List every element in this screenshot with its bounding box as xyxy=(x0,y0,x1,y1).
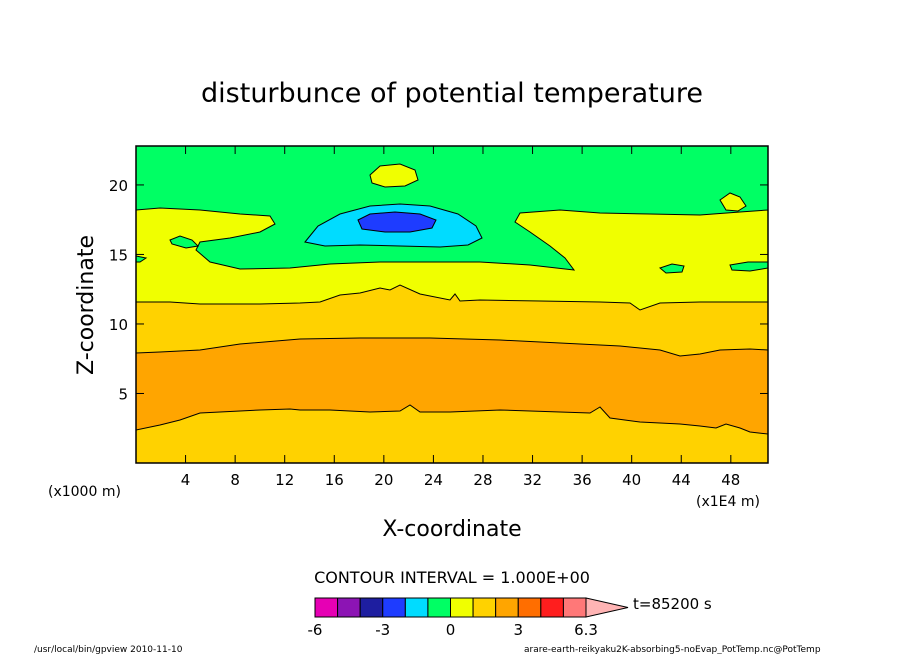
colorbar-swatch-9 xyxy=(517,597,542,618)
x-tick-label-28: 28 xyxy=(473,471,492,489)
band-green-island-right xyxy=(729,261,768,272)
colorbar-swatch-0 xyxy=(314,597,339,618)
y-tick-label-15: 15 xyxy=(109,246,128,264)
x-axis-label: X-coordinate xyxy=(382,517,521,542)
colorbar-label--3: -3 xyxy=(375,621,390,639)
colorbar-swatch-10 xyxy=(540,597,564,618)
band-blue xyxy=(357,211,437,233)
y-tick-label-20: 20 xyxy=(109,177,128,195)
x-tick-label-4: 4 xyxy=(181,471,191,489)
colorbar-label-3: 3 xyxy=(513,621,523,639)
time-label: t=85200 s xyxy=(633,595,712,613)
colorbar-label-6.3: 6.3 xyxy=(574,621,598,639)
x-tick-label-44: 44 xyxy=(672,471,691,489)
colorbar-swatch-6 xyxy=(450,597,474,618)
y-axis-label: Z-coordinate xyxy=(74,235,99,375)
colorbar-swatch-7 xyxy=(472,597,497,618)
colorbar-label--6: -6 xyxy=(308,621,323,639)
y-tick-label-5: 5 xyxy=(118,385,128,403)
colorbar: -6 -3 0 3 6.3 xyxy=(308,597,629,639)
x-unit-left: (x1000 m) xyxy=(48,484,121,500)
x-tick-label-32: 32 xyxy=(523,471,542,489)
band-orange xyxy=(136,337,768,435)
contour-field xyxy=(136,146,768,463)
colorbar-extend-arrow xyxy=(585,597,629,618)
band-green-island-mid xyxy=(658,263,685,274)
x-tick-label-36: 36 xyxy=(573,471,592,489)
colorbar-swatch-2 xyxy=(359,597,384,618)
plot-frame xyxy=(135,145,769,464)
colorbar-swatch-4 xyxy=(404,597,429,618)
colorbar-label-0: 0 xyxy=(446,621,456,639)
band-green-island-left xyxy=(169,235,200,249)
contour-interval: CONTOUR INTERVAL = 1.000E+00 xyxy=(314,568,590,587)
band-green xyxy=(136,146,768,271)
x-tick-label-48: 48 xyxy=(721,471,740,489)
x-tick-label-12: 12 xyxy=(275,471,294,489)
x-tick-label-24: 24 xyxy=(424,471,443,489)
footer-left: /usr/local/bin/gpview 2010-11-10 xyxy=(34,645,183,654)
x-tick-label-20: 20 xyxy=(374,471,393,489)
band-yellow-island-right xyxy=(719,192,747,212)
colorbar-swatch-8 xyxy=(495,597,519,618)
colorbar-swatch-5 xyxy=(427,597,451,618)
x-tick-label-16: 16 xyxy=(325,471,344,489)
x-tick-label-40: 40 xyxy=(622,471,641,489)
y-tick-label-10: 10 xyxy=(109,316,128,334)
band-green-island-edge xyxy=(136,255,148,263)
colorbar-swatch-11 xyxy=(562,597,587,618)
chart-title: disturbunce of potential temperature xyxy=(201,78,703,109)
colorbar-swatch-1 xyxy=(337,597,361,618)
x-tick-label-8: 8 xyxy=(230,471,240,489)
colorbar-swatch-3 xyxy=(382,597,406,618)
footer-right: arare-earth-reikyaku2K-absorbing5-noEvap… xyxy=(524,645,821,654)
x-unit-right: (x1E4 m) xyxy=(696,494,760,510)
band-yellow-island-top xyxy=(369,163,419,188)
